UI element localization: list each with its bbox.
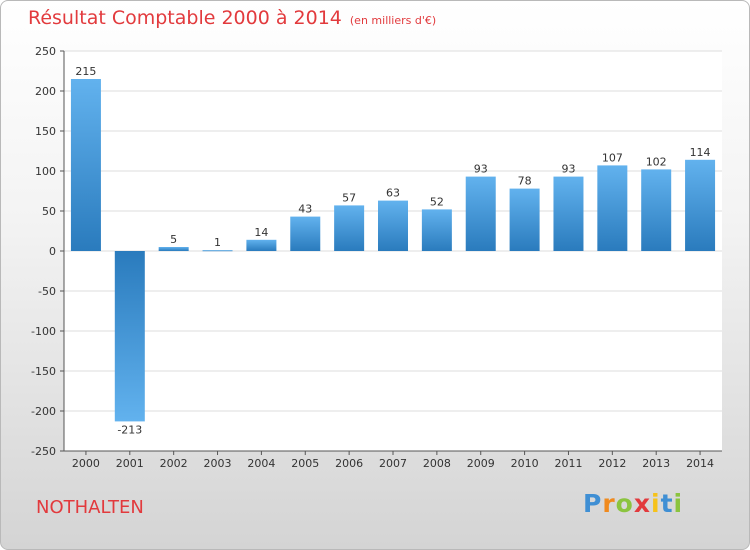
x-tick-label: 2009 (467, 457, 495, 470)
x-tick-label: 2008 (423, 457, 451, 470)
y-tick-label: -250 (31, 445, 56, 458)
bar (421, 209, 452, 251)
title-text: Résultat Comptable 2000 à 2014 (28, 7, 342, 29)
y-tick-label: -50 (38, 285, 56, 298)
data-label: 57 (342, 191, 356, 204)
x-tick-label: 2010 (511, 457, 539, 470)
y-tick-label: 200 (35, 85, 56, 98)
logo-letter: i (651, 489, 661, 518)
data-label: 107 (602, 151, 623, 164)
town-name: NOTHALTEN (36, 497, 144, 518)
x-tick-label: 2003 (204, 457, 232, 470)
y-tick-label: 0 (49, 245, 56, 258)
data-label: 52 (430, 195, 444, 208)
data-label: 5 (170, 233, 177, 246)
bar (597, 165, 628, 251)
bar (465, 176, 496, 251)
title-unit: (en milliers d'€) (349, 14, 437, 27)
bar (334, 205, 365, 251)
bar (553, 176, 584, 251)
data-label: 114 (690, 146, 711, 159)
data-label: 63 (386, 187, 400, 200)
bar (685, 159, 716, 251)
x-tick-label: 2004 (247, 457, 275, 470)
y-tick-label: -100 (31, 325, 56, 338)
logo-letter: r (602, 489, 616, 518)
logo-letter: x (633, 489, 651, 518)
data-label: 215 (75, 65, 96, 78)
bar (114, 251, 145, 422)
x-tick-label: 2001 (116, 457, 144, 470)
data-label: 1 (214, 236, 221, 249)
y-tick-label: -150 (31, 365, 56, 378)
data-label: 14 (254, 226, 268, 239)
bar (246, 239, 277, 251)
bar (202, 250, 233, 252)
x-tick-label: 2006 (335, 457, 363, 470)
data-label: -213 (117, 423, 142, 436)
y-tick-label: 100 (35, 165, 56, 178)
y-tick-label: 150 (35, 125, 56, 138)
data-label: 78 (518, 175, 532, 188)
y-tick-label: -200 (31, 405, 56, 418)
data-label: 43 (298, 203, 312, 216)
bar (509, 188, 540, 251)
bar (290, 216, 321, 251)
bar (378, 200, 408, 251)
logo-letter: t (660, 489, 674, 518)
bar (70, 79, 101, 251)
bar (641, 169, 672, 251)
chart-title: Résultat Comptable 2000 à 2014 (en millie… (28, 7, 436, 29)
y-tick-label: 250 (35, 45, 56, 58)
x-tick-label: 2012 (598, 457, 626, 470)
data-label: 93 (474, 163, 488, 176)
x-tick-label: 2002 (160, 457, 188, 470)
data-label: 102 (646, 155, 667, 168)
logo-letter: o (615, 489, 634, 518)
logo-letter: P (583, 489, 603, 518)
x-tick-label: 2011 (554, 457, 582, 470)
x-tick-label: 2007 (379, 457, 407, 470)
x-tick-label: 2013 (642, 457, 670, 470)
x-tick-label: 2014 (686, 457, 714, 470)
x-tick-label: 2000 (72, 457, 100, 470)
y-tick-label: 50 (42, 205, 56, 218)
data-label: 93 (561, 163, 575, 176)
x-tick-label: 2005 (291, 457, 319, 470)
bar (158, 247, 189, 251)
logo-letter: i (673, 489, 684, 518)
